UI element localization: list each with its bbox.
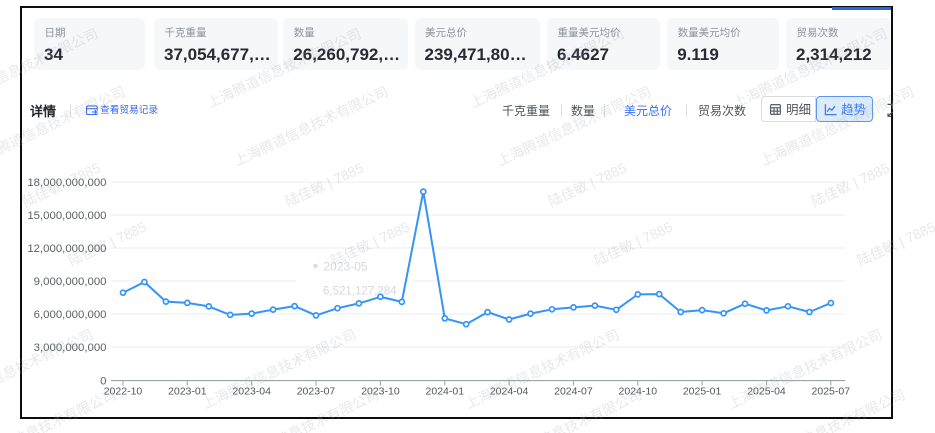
svg-text:18,000,000,000: 18,000,000,000 — [27, 177, 106, 189]
svg-text:2025-04: 2025-04 — [747, 386, 786, 398]
svg-text:2023-05: 2023-05 — [324, 260, 368, 274]
svg-text:12,000,000,000: 12,000,000,000 — [27, 243, 106, 255]
svg-text:2024-04: 2024-04 — [490, 386, 529, 398]
svg-text:2024-07: 2024-07 — [554, 386, 593, 398]
svg-text:2023-04: 2023-04 — [232, 386, 271, 398]
svg-text:2025-01: 2025-01 — [683, 386, 722, 398]
svg-text:2023-10: 2023-10 — [361, 386, 400, 398]
svg-text:6,521,127,284: 6,521,127,284 — [323, 286, 397, 298]
svg-text:2023-07: 2023-07 — [297, 386, 336, 398]
svg-text:2023-01: 2023-01 — [168, 386, 207, 398]
svg-text:2024-10: 2024-10 — [619, 386, 658, 398]
svg-text:15,000,000,000: 15,000,000,000 — [27, 210, 106, 222]
svg-text:6,000,000,000: 6,000,000,000 — [34, 309, 107, 321]
svg-text:2022-10: 2022-10 — [104, 386, 143, 398]
svg-text:3,000,000,000: 3,000,000,000 — [34, 342, 107, 354]
svg-text:2025-07: 2025-07 — [812, 386, 851, 398]
svg-text:9,000,000,000: 9,000,000,000 — [34, 276, 107, 288]
svg-text:0: 0 — [100, 376, 106, 388]
svg-text:2024-01: 2024-01 — [426, 386, 465, 398]
